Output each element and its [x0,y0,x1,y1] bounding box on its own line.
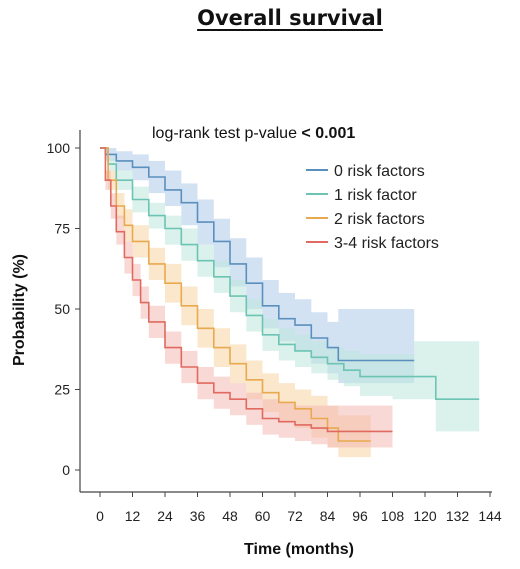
x-tick-label: 144 [478,508,502,524]
y-axis-label: Probability (%) [11,254,28,366]
curve-series-3 [100,147,393,433]
y-tick-label: 25 [54,382,70,398]
chart-title: Overall survival [197,6,383,30]
x-tick-label: 120 [413,508,437,524]
x-tick-label: 84 [320,508,336,524]
x-tick-label: 132 [446,508,470,524]
axes [79,130,492,493]
confidence-bands [100,148,480,458]
x-tick-label: 48 [222,508,238,524]
pvalue-annotation: log-rank test p-value < 0.001 [152,125,355,142]
pvalue-value: < 0.001 [301,125,355,142]
legend-label-2: 2 risk factors [334,211,425,228]
x-tick-label: 72 [287,508,303,524]
ci-band-series-0 [100,148,415,384]
x-tick-label: 0 [96,508,104,524]
x-tick-label: 12 [125,508,141,524]
curve-series-0 [100,147,415,362]
x-axis-label: Time (months) [244,541,354,558]
pvalue-text: log-rank test p-value [152,125,301,142]
curve-series-2 [100,147,371,442]
ci-band-series-3 [100,148,393,448]
y-tick-label: 0 [62,462,70,478]
x-tick-label: 36 [190,508,206,524]
y-ticks: 0 25 50 75 100 [47,140,80,478]
y-tick-label: 100 [47,140,71,156]
x-ticks: 0 12 24 36 48 60 72 84 96 108 120 132 144 [96,492,502,524]
x-tick-label: 108 [381,508,405,524]
legend-label-0: 0 risk factors [334,163,425,180]
x-tick-label: 60 [255,508,271,524]
legend-label-1: 1 risk factor [334,187,417,204]
curve-series-1 [100,147,480,400]
legend-label-3: 3-4 risk factors [334,235,439,252]
survival-curves [100,147,480,442]
x-tick-label: 96 [352,508,368,524]
x-tick-label: 24 [157,508,173,524]
y-tick-label: 75 [54,221,70,237]
legend: 0 risk factors 1 risk factor 2 risk factor… [306,163,439,252]
y-tick-label: 50 [54,301,70,317]
